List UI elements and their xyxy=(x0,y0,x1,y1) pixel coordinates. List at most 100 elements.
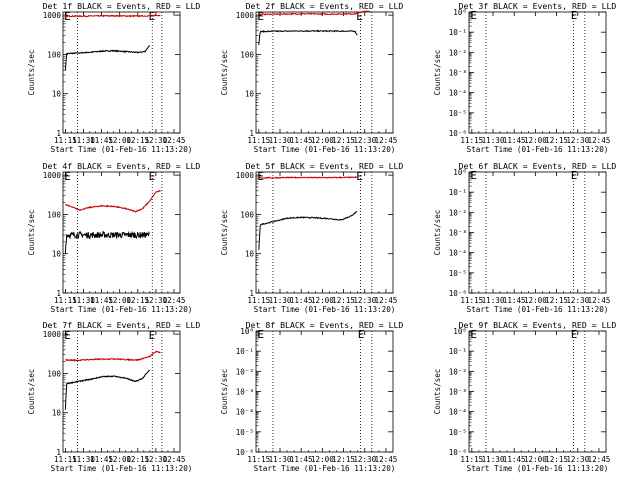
x-tick-label: 11:15 xyxy=(54,455,77,464)
x-tick-label: 11:30 xyxy=(269,136,292,145)
x-tick-label: 12:15 xyxy=(545,296,568,305)
chart-title: Det 1f BLACK = Events, RED = LLD xyxy=(43,1,201,11)
lld-series-line xyxy=(65,350,161,362)
x-tick-label: 12:00 xyxy=(311,296,334,305)
x-tick-label: 11:30 xyxy=(269,455,292,464)
x-tick-label: 11:45 xyxy=(290,296,313,305)
lld-series-line xyxy=(65,14,161,18)
x-tick-label: 11:45 xyxy=(290,136,313,145)
x-tick-label: 11:15 xyxy=(460,296,483,305)
x-tick-label: 12:00 xyxy=(311,455,334,464)
y-tick-label: 1000 xyxy=(43,171,62,180)
y-axis-label: Counts/sec xyxy=(220,369,229,415)
y-tick-label: 10⁻⁶ xyxy=(449,448,467,457)
end-marker: E xyxy=(149,329,156,342)
chart-panel: Det 9f BLACK = Events, RED = LLD 11:1511:… xyxy=(433,320,616,473)
y-tick-label: 1000 xyxy=(43,11,62,20)
chart-panel: Det 3f BLACK = Events, RED = LLD11:1511:… xyxy=(433,1,616,154)
y-axis-label: Counts/sec xyxy=(27,210,36,256)
end-marker: E xyxy=(257,10,264,23)
x-tick-label: 12:45 xyxy=(375,136,398,145)
y-tick-label: 10⁻⁶ xyxy=(449,129,467,138)
x-tick-label: 12:00 xyxy=(108,455,131,464)
plot-frame xyxy=(62,330,181,453)
events-series-line xyxy=(64,230,150,254)
x-tick-label: 11:30 xyxy=(72,136,95,145)
chart-title: Det 6f BLACK = Events, RED = LLD xyxy=(459,161,617,171)
x-tick-label: 12:15 xyxy=(332,296,355,305)
y-tick-label: 10⁻⁵ xyxy=(449,269,467,278)
x-tick-label: 12:00 xyxy=(108,136,131,145)
end-marker: E xyxy=(571,9,578,22)
x-tick-label: 11:30 xyxy=(72,296,95,305)
end-marker: E xyxy=(470,328,477,341)
lld-series-line xyxy=(258,10,371,16)
x-tick-label: 12:00 xyxy=(524,136,547,145)
y-tick-label: 10⁻⁴ xyxy=(236,408,254,417)
y-axis-label: Counts/sec xyxy=(27,50,36,96)
end-marker: E xyxy=(149,10,156,23)
chart-title: Det 4f BLACK = Events, RED = LLD xyxy=(43,161,201,171)
x-tick-label: 12:00 xyxy=(108,296,131,305)
end-marker: E xyxy=(356,10,363,23)
y-tick-label: 10⁰ xyxy=(453,168,467,177)
x-tick-label: 11:15 xyxy=(460,455,483,464)
y-tick-label: 10 xyxy=(52,250,62,259)
x-tick-label: 12:30 xyxy=(566,136,589,145)
end-marker: E xyxy=(257,328,264,341)
x-axis-label: Start Time (01-Feb-16 11:13:20) xyxy=(51,305,193,314)
chart-title: Det 7f BLACK = Events, RED = LLD xyxy=(43,320,201,330)
y-tick-label: 10⁻² xyxy=(449,48,467,57)
x-tick-label: 12:00 xyxy=(311,136,334,145)
y-tick-label: 10⁻⁴ xyxy=(449,249,467,258)
x-tick-label: 11:15 xyxy=(247,136,270,145)
y-tick-label: 1 xyxy=(56,448,61,457)
y-tick-label: 10⁻³ xyxy=(449,69,467,78)
y-tick-label: 10⁻¹ xyxy=(449,188,467,197)
y-tick-label: 1000 xyxy=(43,330,62,339)
end-marker: E xyxy=(571,328,578,341)
x-axis-label: Start Time (01-Feb-16 11:13:20) xyxy=(467,145,609,154)
plot-frame xyxy=(255,11,394,134)
y-tick-label: 100 xyxy=(240,50,254,59)
y-tick-label: 10⁻³ xyxy=(449,388,467,397)
x-tick-label: 11:45 xyxy=(290,455,313,464)
x-tick-label: 11:15 xyxy=(247,455,270,464)
y-tick-label: 10⁻² xyxy=(449,367,467,376)
chart-title: Det 9f BLACK = Events, RED = LLD xyxy=(459,320,617,330)
x-tick-label: 12:45 xyxy=(163,136,186,145)
plot-frame xyxy=(62,171,181,294)
chart-title: Det 5f BLACK = Events, RED = LLD xyxy=(246,161,404,171)
y-axis-label: Counts/sec xyxy=(433,50,442,96)
lld-series-line xyxy=(258,176,358,179)
y-tick-label: 1000 xyxy=(236,11,255,20)
y-tick-label: 10⁻² xyxy=(236,367,254,376)
y-tick-label: 10⁻⁴ xyxy=(449,408,467,417)
y-tick-label: 1 xyxy=(249,289,254,298)
x-axis-label: Start Time (01-Feb-16 11:13:20) xyxy=(254,464,396,473)
y-tick-label: 100 xyxy=(47,50,61,59)
y-tick-label: 10⁻³ xyxy=(449,229,467,238)
y-tick-label: 10 xyxy=(245,250,255,259)
y-tick-label: 100 xyxy=(47,210,61,219)
x-tick-label: 11:30 xyxy=(269,296,292,305)
x-tick-label: 11:15 xyxy=(460,136,483,145)
chart-title: Det 2f BLACK = Events, RED = LLD xyxy=(246,1,404,11)
y-tick-label: 10 xyxy=(52,90,62,99)
plot-frame xyxy=(468,330,607,453)
x-axis-label: Start Time (01-Feb-16 11:13:20) xyxy=(467,305,609,314)
x-tick-label: 11:45 xyxy=(90,136,113,145)
x-axis-label: Start Time (01-Feb-16 11:13:20) xyxy=(254,145,396,154)
end-marker: E xyxy=(470,169,477,182)
x-tick-label: 11:30 xyxy=(482,455,505,464)
x-tick-label: 12:45 xyxy=(588,296,611,305)
y-tick-label: 1 xyxy=(56,129,61,138)
x-tick-label: 12:15 xyxy=(545,136,568,145)
events-series-line xyxy=(258,211,358,251)
y-axis-label: Counts/sec xyxy=(433,210,442,256)
x-tick-label: 12:30 xyxy=(144,455,167,464)
y-tick-label: 10⁻⁵ xyxy=(449,109,467,118)
x-tick-label: 12:30 xyxy=(566,296,589,305)
chart-panel: Det 8f BLACK = Events, RED = LLD11:1511:… xyxy=(220,320,403,473)
